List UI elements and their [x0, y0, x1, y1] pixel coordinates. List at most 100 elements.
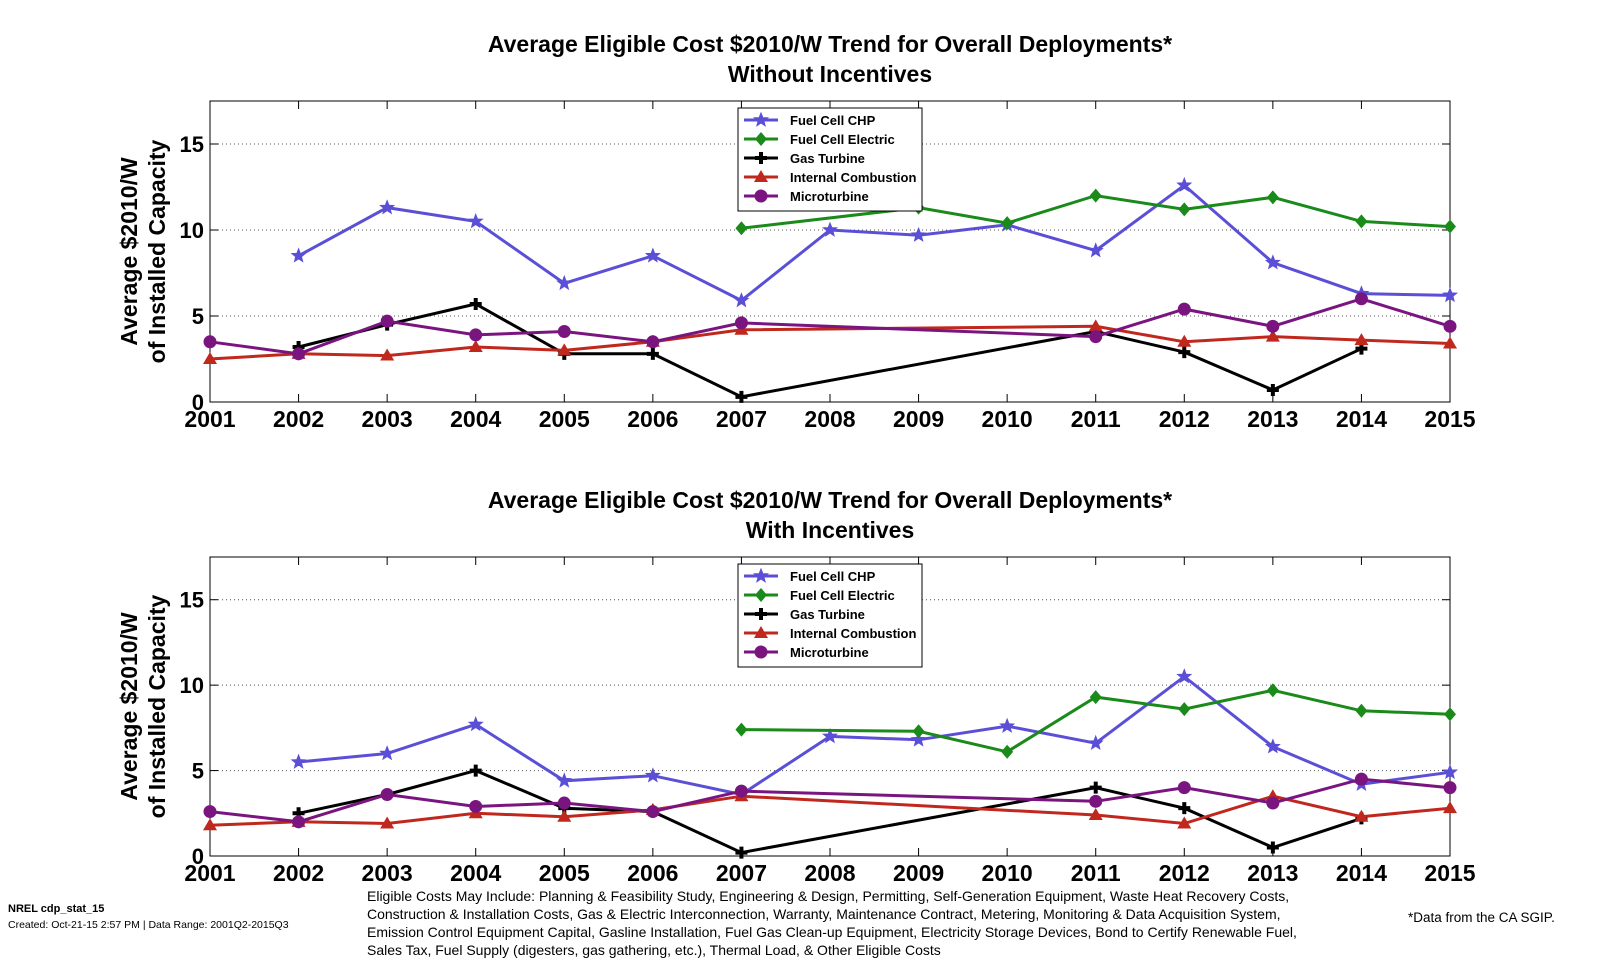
- marker-triangle: [203, 352, 217, 364]
- legend-item: Microturbine: [744, 189, 869, 204]
- legend-item: Microturbine: [744, 645, 869, 660]
- footer-created: Created: Oct-21-15 2:57 PM | Data Range:…: [8, 919, 289, 931]
- marker-circle: [754, 645, 768, 659]
- marker-star: [556, 274, 573, 291]
- marker-star: [733, 292, 750, 308]
- legend-item: Internal Combustion: [744, 626, 916, 641]
- marker-circle: [292, 815, 306, 829]
- marker-diamond: [1355, 703, 1368, 718]
- marker-circle: [734, 784, 748, 798]
- x-tick-label: 2012: [1159, 406, 1210, 432]
- series-line: [209, 777, 1451, 824]
- x-tick-label: 2010: [982, 860, 1033, 886]
- marker-diamond: [1089, 690, 1102, 705]
- y-tick-label: 0: [192, 844, 204, 869]
- marker-plus: [469, 297, 482, 310]
- marker-plus: [755, 608, 767, 620]
- chart-panel-2: Average Eligible Cost $2010/W Trend for …: [116, 487, 1476, 886]
- series-microturbine: [203, 292, 1457, 361]
- marker-star: [467, 212, 484, 229]
- legend-label: Microturbine: [790, 189, 869, 204]
- y-tick-label: 15: [180, 132, 204, 157]
- marker-triangle: [557, 809, 572, 822]
- marker-star: [910, 226, 927, 242]
- y-axis-label: Average $2010/W: [116, 612, 142, 801]
- legend: Fuel Cell CHP Fuel Cell Electric Gas Turbi…: [737, 107, 923, 212]
- y-tick-label: 10: [180, 218, 204, 243]
- series-fuel-cell-electric: [735, 683, 1456, 759]
- marker-circle: [557, 796, 571, 810]
- marker-diamond: [1001, 216, 1014, 231]
- marker-star: [1087, 242, 1104, 258]
- series-line: [298, 674, 1451, 797]
- legend-label: Internal Combustion: [790, 626, 916, 641]
- x-tick-label: 2009: [893, 406, 944, 432]
- marker-diamond: [1444, 219, 1456, 234]
- footer-id: NREL cdp_stat_15: [8, 903, 105, 915]
- marker-plus: [646, 347, 659, 360]
- marker-star: [752, 567, 770, 583]
- x-tick-label: 2001: [184, 406, 235, 432]
- marker-star: [910, 731, 927, 747]
- marker-circle: [469, 799, 483, 813]
- x-tick-label: 2012: [1159, 860, 1210, 886]
- x-tick-label: 2015: [1424, 406, 1475, 432]
- marker-star: [1176, 176, 1193, 193]
- chart-subtitle: Without Incentives: [728, 61, 932, 87]
- x-tick-label: 2011: [1071, 406, 1121, 432]
- marker-circle: [380, 314, 394, 328]
- series-line: [209, 324, 1451, 361]
- marker-circle: [1266, 319, 1280, 333]
- chart-title: Average Eligible Cost $2010/W Trend for …: [488, 487, 1172, 513]
- marker-triangle: [1177, 816, 1192, 829]
- x-tick-label: 2007: [716, 860, 767, 886]
- marker-plus: [1178, 346, 1191, 359]
- marker-triangle: [1088, 807, 1103, 820]
- marker-triangle: [468, 339, 483, 352]
- series-line: [298, 302, 1363, 399]
- marker-star: [1264, 254, 1281, 270]
- marker-circle: [734, 316, 748, 330]
- x-tick-label: 2014: [1336, 860, 1387, 886]
- x-tick-label: 2002: [273, 860, 324, 886]
- marker-star: [1087, 734, 1104, 751]
- marker-plus: [1089, 781, 1102, 794]
- x-tick-label: 2005: [539, 406, 590, 432]
- x-tick-label: 2003: [362, 406, 413, 432]
- legend-label: Internal Combustion: [790, 170, 916, 185]
- marker-circle: [469, 328, 483, 342]
- legend-item: Gas Turbine: [744, 151, 865, 166]
- marker-plus: [1266, 841, 1279, 854]
- marker-plus: [1266, 383, 1279, 396]
- y-tick-label: 5: [192, 759, 204, 784]
- marker-circle: [1266, 796, 1280, 810]
- y-tick-label: 5: [192, 304, 204, 329]
- legend-label: Gas Turbine: [790, 151, 865, 166]
- legend-item: Internal Combustion: [744, 170, 916, 185]
- marker-triangle: [203, 818, 217, 831]
- x-tick-label: 2011: [1071, 860, 1121, 886]
- marker-star: [379, 199, 396, 215]
- legend-label: Microturbine: [790, 645, 869, 660]
- marker-plus: [735, 390, 748, 403]
- marker-circle: [203, 335, 217, 349]
- marker-triangle: [1265, 329, 1280, 342]
- legend-label: Gas Turbine: [790, 607, 865, 622]
- chart-subtitle: With Incentives: [746, 517, 915, 543]
- series-fuel-cell-chp: [290, 668, 1459, 802]
- marker-star: [821, 728, 839, 744]
- marker-circle: [754, 189, 768, 203]
- marker-circle: [1089, 330, 1103, 344]
- marker-triangle: [1354, 333, 1369, 346]
- legend-item: Fuel Cell Electric: [744, 132, 895, 147]
- x-tick-label: 2008: [804, 406, 855, 432]
- x-tick-label: 2004: [450, 860, 501, 886]
- x-tick-label: 2014: [1336, 406, 1387, 432]
- marker-diamond: [1089, 188, 1102, 203]
- marker-star: [379, 745, 396, 761]
- marker-circle: [1177, 781, 1191, 795]
- series-fuel-cell-chp: [290, 176, 1459, 308]
- marker-star: [1441, 763, 1459, 779]
- y-tick-label: 0: [192, 390, 204, 415]
